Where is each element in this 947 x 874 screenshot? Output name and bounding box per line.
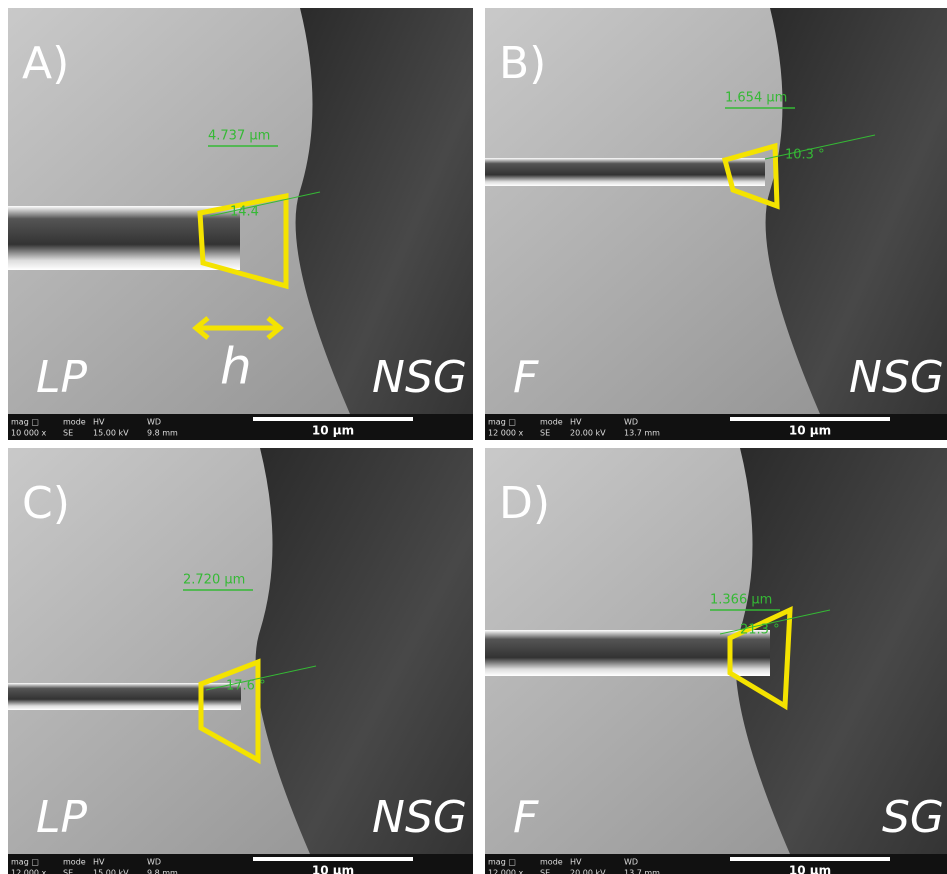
panel: 1.654 µm 10.3 ° B) F NSG mag □ 12 000 x mode SE H… [485, 8, 947, 440]
panel: 2.720 µm 17.6 ° C) LP NSG mag □ 12 000 x mode SE… [8, 448, 473, 874]
scale-bar [730, 417, 890, 421]
scale-bar [253, 857, 413, 861]
info-value: SE [540, 429, 550, 438]
scale-text: 10 µm [789, 424, 831, 438]
angle-line [209, 191, 321, 217]
region-right: NSG [372, 352, 467, 403]
info-value: SE [63, 869, 73, 874]
region-left: LP [36, 792, 88, 843]
measure-text: 1.654 µm [725, 91, 787, 106]
panel: 4.737 µm 14.4 A) LP NSG h mag □ 10 000 x mode SE H… [8, 8, 473, 440]
info-header: mag □ [488, 418, 516, 427]
scale-bar [253, 417, 413, 421]
panel-label: B) [499, 38, 546, 89]
micrograph-right [295, 8, 473, 414]
angle-line [719, 609, 831, 635]
info-header: WD [147, 858, 161, 867]
measure-text: 2.720 µm [183, 573, 245, 588]
angle-line [764, 134, 876, 160]
info-header: mode [63, 858, 86, 867]
angle-outline [198, 658, 261, 765]
info-value: 13.7 mm [624, 429, 660, 438]
angle-text: 10.3 ° [785, 148, 825, 163]
info-value: SE [63, 429, 73, 438]
width-label: h [220, 338, 252, 396]
angle-text: 17.6 ° [226, 679, 266, 694]
angle-text: 21.3 ° [740, 623, 780, 638]
angle-outline [721, 142, 780, 210]
panel-label: D) [499, 478, 550, 529]
info-value: 20.00 kV [570, 869, 606, 874]
groove [485, 630, 770, 676]
panel-label: A) [22, 38, 69, 89]
info-value: 10 000 x [11, 429, 47, 438]
region-left: F [513, 792, 539, 843]
info-header: HV [93, 418, 105, 427]
groove [485, 158, 765, 186]
scale-text: 10 µm [789, 864, 831, 874]
micrograph-right [735, 448, 947, 854]
info-value: 15.00 kV [93, 869, 129, 874]
region-left: LP [36, 352, 88, 403]
info-value: 12 000 x [488, 429, 524, 438]
panel: 1.366 µm 21.3 ° D) F SG mag □ 12 000 x mode SE HV… [485, 448, 947, 874]
region-left: F [513, 352, 539, 403]
info-header: HV [93, 858, 105, 867]
info-header: WD [624, 858, 638, 867]
width-arrow [192, 316, 284, 340]
info-header: mode [540, 858, 563, 867]
info-header: mag □ [488, 858, 516, 867]
angle-outline [727, 605, 793, 711]
micrograph-right [255, 448, 473, 854]
measure-text: 1.366 µm [710, 593, 772, 608]
info-value: 9.8 mm [147, 869, 178, 874]
info-header: mag □ [11, 418, 39, 427]
info-value: SE [540, 869, 550, 874]
info-value: 13.7 mm [624, 869, 660, 874]
groove [8, 683, 241, 710]
region-right: NSG [372, 792, 467, 843]
info-header: WD [624, 418, 638, 427]
info-value: 12 000 x [11, 869, 47, 874]
angle-text: 14.4 [230, 205, 259, 220]
scale-text: 10 µm [312, 424, 354, 438]
info-value: 12 000 x [488, 869, 524, 874]
info-value: 15.00 kV [93, 429, 129, 438]
micrograph-right [765, 8, 947, 414]
region-right: NSG [849, 352, 944, 403]
info-header: mode [63, 418, 86, 427]
angle-outline [197, 192, 289, 290]
info-header: WD [147, 418, 161, 427]
scale-bar [730, 857, 890, 861]
measure-text: 4.737 µm [208, 129, 270, 144]
info-header: mag □ [11, 858, 39, 867]
scale-text: 10 µm [312, 864, 354, 874]
info-value: 9.8 mm [147, 429, 178, 438]
info-header: mode [540, 418, 563, 427]
info-value: 20.00 kV [570, 429, 606, 438]
info-header: HV [570, 858, 582, 867]
region-right: SG [882, 792, 944, 843]
info-header: HV [570, 418, 582, 427]
angle-line [205, 665, 317, 691]
panel-label: C) [22, 478, 70, 529]
